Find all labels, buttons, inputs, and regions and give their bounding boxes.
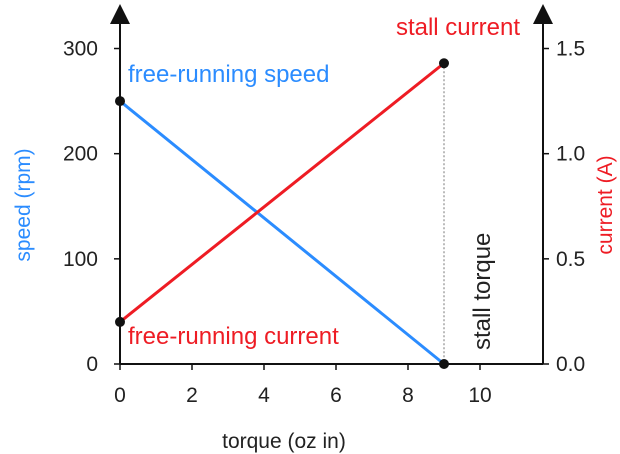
y-right-axis-title: current (A)	[594, 155, 617, 254]
x-tick-label: 10	[468, 384, 491, 407]
y-left-tick-label: 0	[86, 353, 98, 376]
y-right-tick-label: 0.5	[556, 248, 585, 271]
annotation-stall-current: stall current	[396, 14, 520, 41]
series-lines	[119, 62, 445, 366]
annotation-free-running-speed: free-running speed	[128, 61, 329, 88]
x-tick-label: 2	[186, 384, 198, 407]
x-tick-label: 6	[330, 384, 342, 407]
y-left-tick-label: 200	[63, 143, 98, 166]
x-tick-label: 8	[402, 384, 414, 407]
series-line-free-running-speed	[119, 99, 445, 366]
y-right-tick-label: 0.0	[556, 353, 585, 376]
y-left-tick-label: 100	[63, 248, 98, 271]
data-point-free-running-speed	[115, 96, 125, 107]
axes	[110, 4, 553, 365]
y-left-axis-title: speed (rpm)	[12, 148, 35, 261]
series-line-stall-current	[119, 62, 445, 324]
series-points	[115, 58, 449, 369]
x-tick-label: 0	[114, 384, 126, 407]
y-left-tick-label: 300	[63, 38, 98, 61]
annotation-free-running-current: free-running current	[128, 323, 339, 350]
x-tick-label: 4	[258, 384, 270, 407]
annotation-stall-torque: stall torque	[469, 233, 496, 350]
data-point-stall-current	[439, 58, 449, 69]
y-right-tick-label: 1.0	[556, 143, 585, 166]
x-axis-title: torque (oz in)	[222, 430, 346, 453]
y-right-tick-label: 1.5	[556, 38, 585, 61]
data-point-free-running-speed	[439, 359, 449, 369]
data-point-stall-current	[115, 316, 125, 327]
